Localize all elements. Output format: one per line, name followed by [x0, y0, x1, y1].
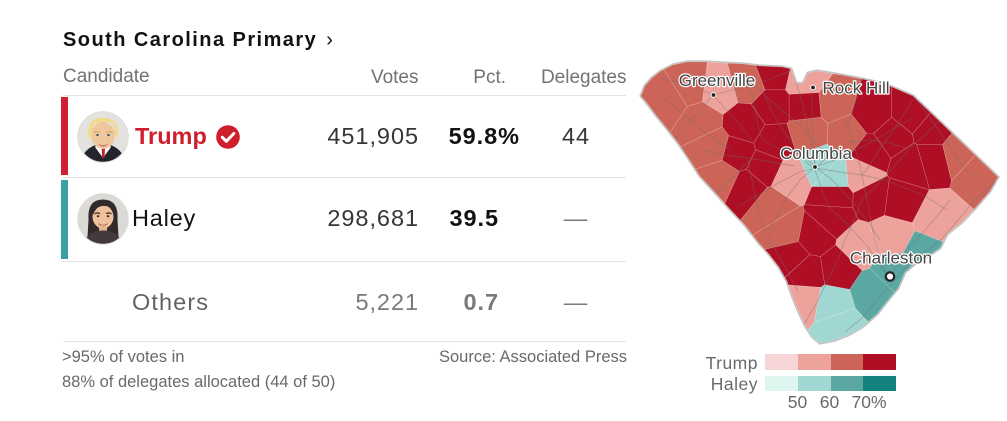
svg-text:Charleston: Charleston	[850, 249, 932, 268]
svg-text:Columbia: Columbia	[780, 144, 852, 163]
svg-text:Rock Hill: Rock Hill	[823, 79, 890, 98]
svg-text:Greenville: Greenville	[679, 71, 756, 90]
